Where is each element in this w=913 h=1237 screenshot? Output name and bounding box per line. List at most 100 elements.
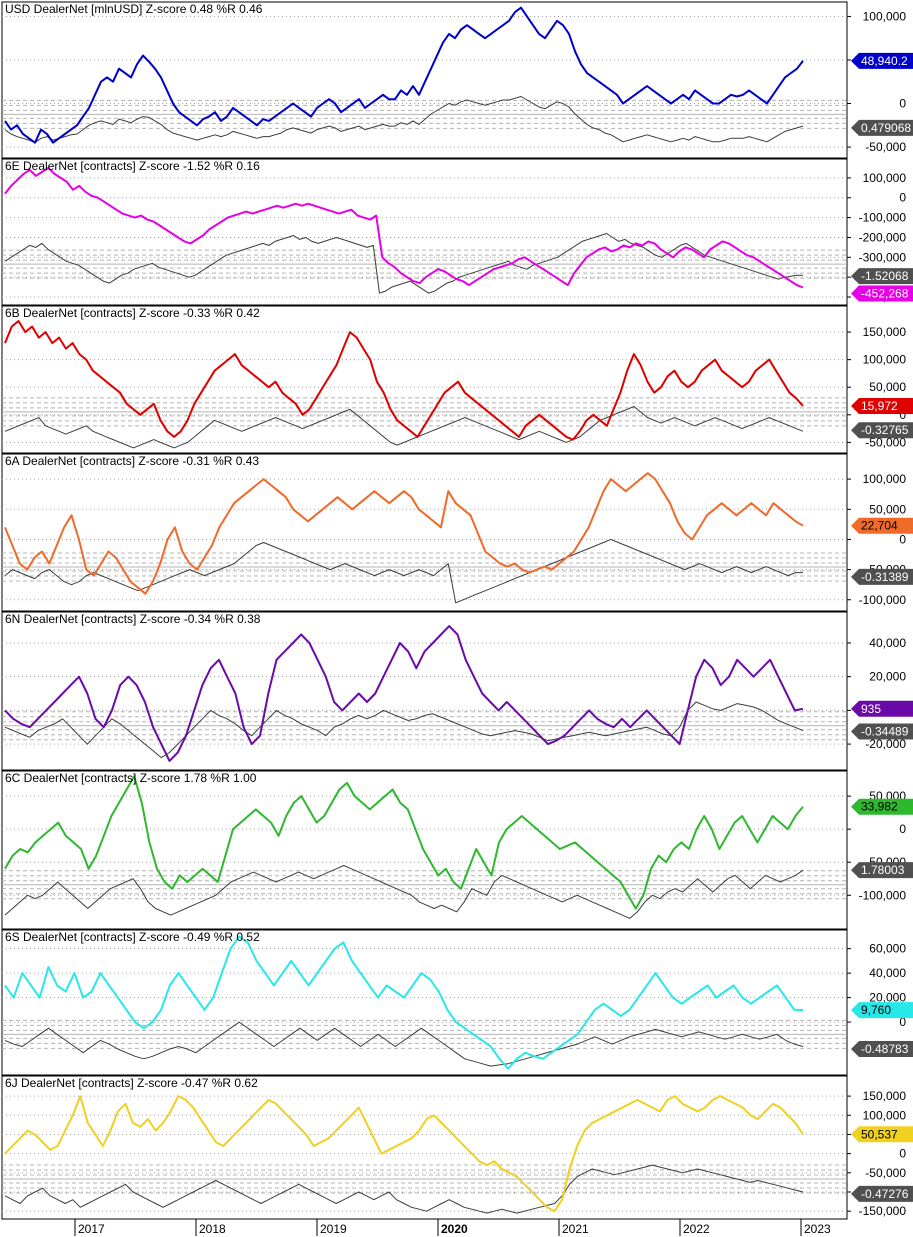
y-tick-label: 0 [899,1015,906,1029]
chart-panel-3: 150,000 100,000 50,000 0 -50,000 6B DealerNet… [1,305,913,454]
y-tick-label: 0 [899,822,906,836]
y-tick-label: 60,000 [869,942,906,956]
badge-shape [851,568,913,585]
panel-frame [1,611,848,771]
panel-frame [1,158,848,306]
z-score-line [4,1164,804,1214]
x-tick-label: 2023 [804,1222,831,1236]
dealer-net-line [4,935,804,1070]
z-score-line [4,1021,804,1067]
badge-label: -0.34489 [861,724,909,738]
badge-label: 48,940.2 [861,54,908,68]
z-score-line [4,96,804,144]
badge-shape [851,119,913,136]
y-tick-label: -100,000 [859,593,907,607]
badge-shape [851,862,913,879]
badge-shape [851,1126,913,1143]
y-tick-label: 50,000 [869,502,906,516]
dealer-net-line [4,472,804,595]
dealer-net-line [4,167,804,289]
badge-label: 50,537 [861,1127,898,1141]
panel-title: 6A DealerNet [contracts] Z-score -0.31 %… [5,454,259,468]
badge-shape [851,397,913,414]
badge-label: 33,982 [861,800,898,814]
y-tick-label: 0 [899,532,906,546]
x-tick-label: 2018 [199,1222,226,1236]
badge-label: -0.47276 [861,1187,909,1201]
badge-shape [851,268,913,285]
value-badge: 33,982 [851,798,913,815]
chart-panel-7: 60,000 40,000 20,000 0 6S DealerNet [contrac… [1,929,913,1076]
y-tick-label: 40,000 [869,636,906,650]
badge-shape [851,285,913,302]
panel-frame [1,1075,848,1220]
y-tick-label: -200,000 [859,230,907,244]
panel-title: 6E DealerNet [contracts] Z-score -1.52 %… [5,159,260,173]
z-score-line [4,538,803,604]
badge-label: 935 [861,702,881,716]
badge-label: -0.32765 [861,423,909,437]
panel-title: 6N DealerNet [contracts] Z-score -0.34 %… [5,612,261,626]
y-tick-label: 0 [899,191,906,205]
y-tick-label: 150,000 [863,1089,907,1103]
value-badge: 15,972 [851,397,913,414]
x-tick-label: 2020 [441,1222,468,1236]
dealer-net-line [4,775,804,910]
badge-shape [851,1040,913,1057]
x-tick-label: 2017 [78,1222,105,1236]
x-tick-label: 2019 [320,1222,347,1236]
y-tick-label: -100,000 [859,888,907,902]
panel-frame [1,305,848,454]
y-tick-label: 0 [899,1147,906,1161]
panel-title: 6S DealerNet [contracts] Z-score -0.49 %… [5,930,260,944]
y-tick-label: 20,000 [869,991,906,1005]
y-tick-label: 100,000 [863,9,907,23]
badge-label: -0.48783 [861,1042,909,1056]
panel-frame [1,1,848,159]
value-badge: -0.31389 [851,568,913,585]
panel-title: 6B DealerNet [contracts] Z-score -0.33 %… [5,306,260,320]
z-score-line [4,865,804,919]
badge-shape [851,52,913,69]
badge-label: -452,268 [861,286,909,300]
badge-label: 15,972 [861,399,898,413]
y-tick-label: 100,000 [863,171,907,185]
dealer-net-line [4,6,804,144]
y-tick-label: 100,000 [863,353,907,367]
y-tick-label: 0 [899,408,906,422]
y-tick-label: 150,000 [863,325,907,339]
value-badge: -0.32765 [851,422,913,439]
x-axis: 2017 2018 2019 2020 2021 2022 2023 [2,1218,847,1236]
panel-frame [1,929,848,1076]
y-tick-label: 20,000 [869,670,906,684]
value-badge: 22,704 [851,517,913,534]
badge-label: -0.31389 [861,570,909,584]
panel-title: 6J DealerNet [contracts] Z-score -0.47 %… [5,1076,258,1090]
dealer-net-line [4,320,804,441]
value-badge: -452,268 [851,285,913,302]
panel-title: USD DealerNet [mlnUSD] Z-score 0.48 %R 0… [5,2,263,16]
value-badge: -1.52068 [851,268,913,285]
z-score-line [4,406,804,449]
dealer-net-line [4,625,804,762]
y-tick-label: -150,000 [859,1204,907,1218]
y-tick-label: -50,000 [865,1166,906,1180]
badge-shape [851,723,913,740]
y-tick-label: 100,000 [863,472,907,486]
x-tick-label: 2021 [562,1222,589,1236]
badge-label: -1.52068 [861,269,909,283]
panel-title: 6C DealerNet [contracts] Z-score 1.78 %R… [5,771,257,785]
dealer-net-line [4,1095,804,1213]
badge-label: 9,760 [861,1003,891,1017]
chart-panel-8: 150,000100,00050,0000-50,000-100,000-150… [1,1075,913,1220]
y-tick-label: 0 [899,97,906,111]
badge-shape [851,700,913,717]
value-badge: 0.479068 [851,119,913,136]
value-badge: 1.78003 [851,862,913,879]
value-badge: -0.47276 [851,1185,913,1202]
